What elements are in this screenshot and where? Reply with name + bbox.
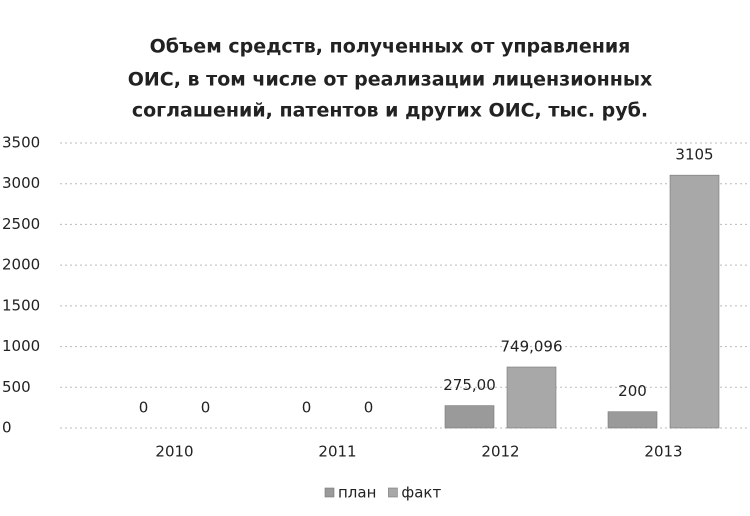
value-label: 200 (618, 382, 647, 400)
y-tick-label: 500 (2, 378, 31, 396)
y-tick-label: 0 (2, 419, 12, 437)
legend-swatch (388, 487, 398, 498)
value-label: 749,096 (500, 338, 562, 356)
x-tick-label: 2012 (481, 443, 519, 461)
legend-swatch (324, 487, 335, 498)
y-tick-label: 1500 (2, 296, 40, 314)
chart-title: ОИС, в том числе от реализации лицензион… (128, 69, 653, 91)
value-label: 0 (302, 399, 312, 417)
value-label: 0 (201, 399, 211, 417)
y-tick-label: 2500 (2, 215, 40, 233)
y-tick-label: 3000 (2, 174, 40, 192)
chart-title: Объем средств, полученных от управления (150, 36, 631, 58)
x-tick-label: 2013 (644, 443, 682, 461)
x-tick-label: 2010 (155, 443, 193, 461)
legend-label: план (338, 484, 376, 502)
bar (444, 405, 495, 429)
y-tick-label: 3500 (2, 134, 40, 152)
chart-title: соглашений, патентов и других ОИС, тыс. … (132, 100, 648, 122)
legend-label: факт (401, 484, 441, 502)
bar (669, 174, 720, 429)
value-label: 3105 (675, 146, 713, 164)
value-label: 0 (364, 399, 374, 417)
bar (506, 366, 557, 429)
x-tick-label: 2011 (318, 443, 356, 461)
y-tick-label: 1000 (2, 337, 40, 355)
value-label: 0 (139, 399, 149, 417)
value-label: 275,00 (443, 376, 496, 394)
bar (607, 411, 658, 429)
y-tick-label: 2000 (2, 256, 40, 274)
